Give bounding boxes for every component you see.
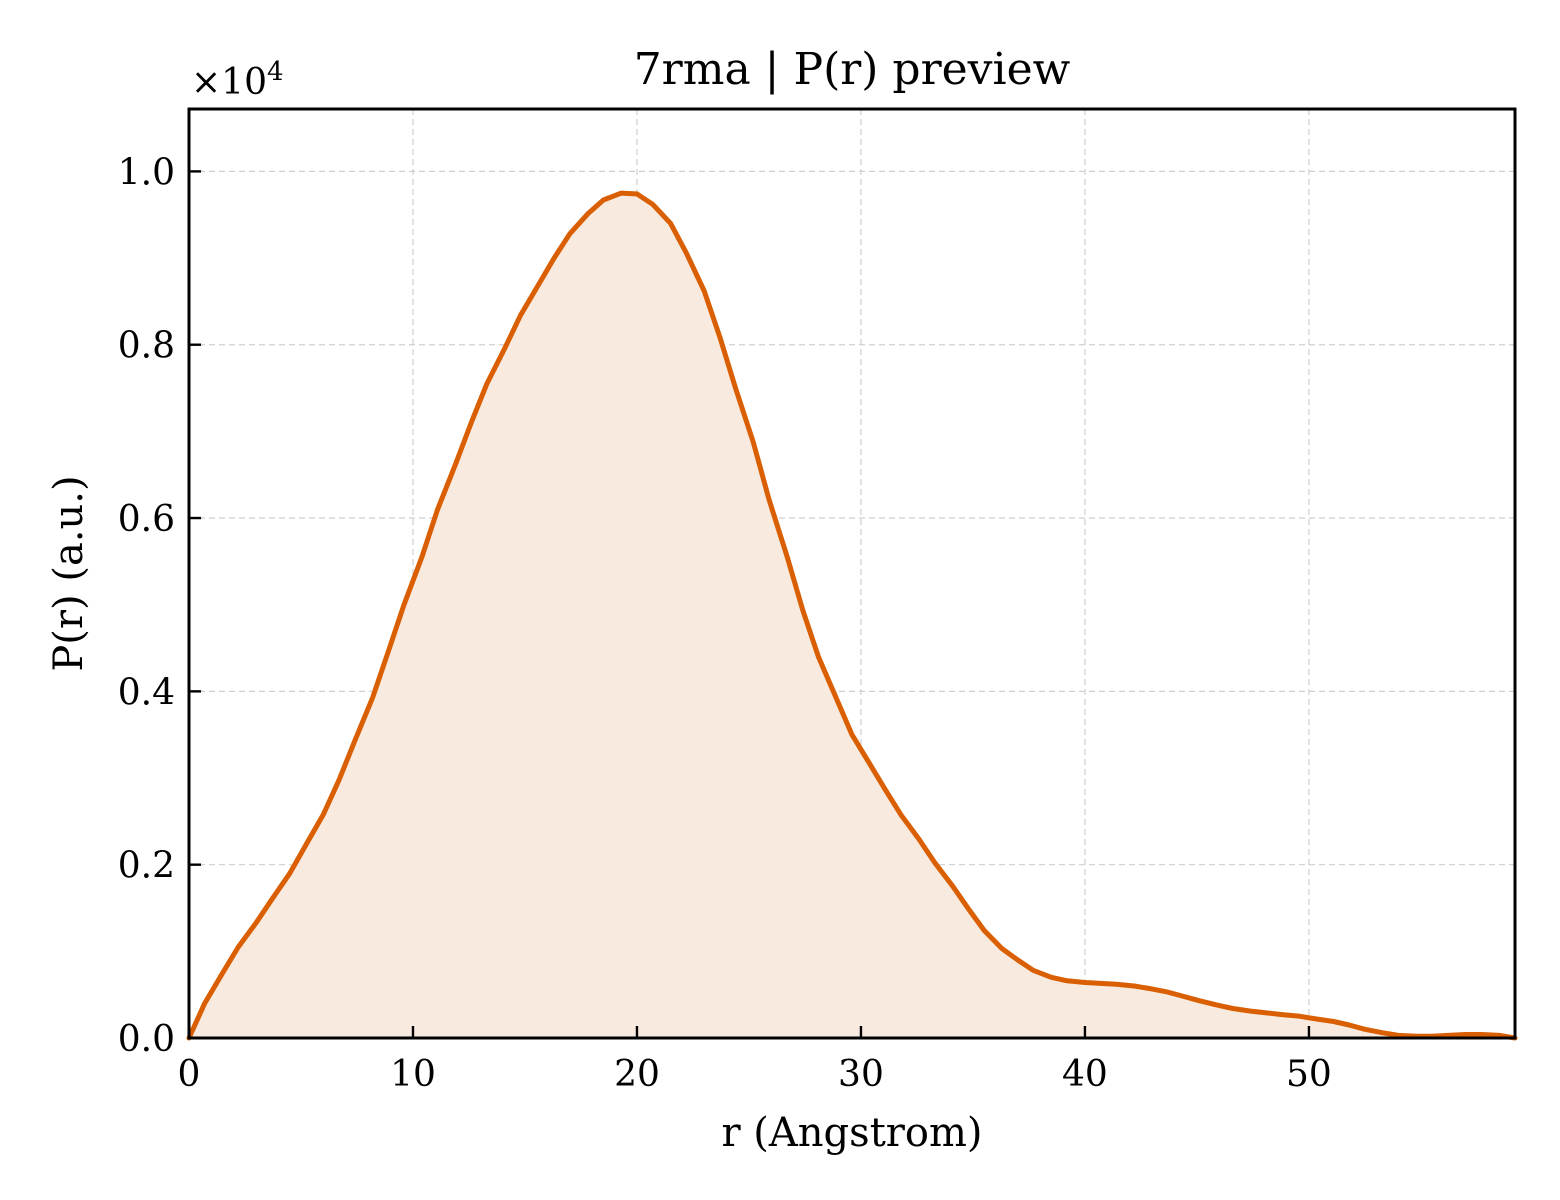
x-tick-label: 50 (1286, 1054, 1332, 1095)
chart-title: 7rma | P(r) preview (634, 44, 1071, 95)
y-multiplier-base: ×10 (191, 62, 267, 103)
ticks: 0 10 20 30 40 50 0.0 0.2 0.4 0.6 0.8 1.0 (118, 152, 1332, 1095)
y-tick-label: 0.8 (118, 326, 175, 367)
x-tick-label: 0 (178, 1054, 201, 1095)
y-axis-multiplier: ×104 (191, 57, 284, 103)
x-tick-label: 20 (614, 1054, 660, 1095)
pr-area-fill (189, 193, 1515, 1039)
x-tick-label: 10 (390, 1054, 436, 1095)
y-tick-label: 1.0 (118, 152, 175, 193)
y-multiplier-exponent: 4 (267, 57, 284, 87)
plot-frame (187, 107, 1517, 1040)
y-axis-label: P(r) (a.u.) (46, 475, 92, 671)
y-tick-label: 0.6 (118, 499, 175, 540)
y-tick-label: 0.0 (118, 1019, 175, 1060)
x-axis-label: r (Angstrom) (721, 1110, 982, 1156)
y-tick-label: 0.4 (118, 672, 175, 713)
x-tick-label: 30 (838, 1054, 884, 1095)
y-tick-label: 0.2 (118, 846, 175, 887)
x-tick-label: 40 (1062, 1054, 1108, 1095)
pr-series-line (186, 190, 1518, 1041)
